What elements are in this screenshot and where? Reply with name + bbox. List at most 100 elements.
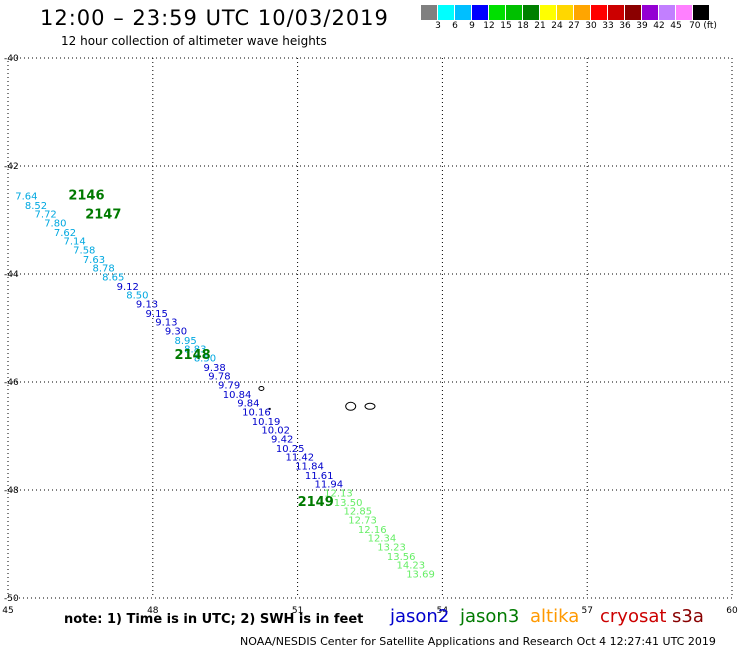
colorbar-swatch — [523, 5, 540, 20]
colorbar-label: 42 — [653, 21, 665, 31]
pass-number-label: 2146 — [68, 189, 104, 204]
colorbar-swatch — [557, 5, 574, 20]
longitude-tick-label: 51 — [292, 606, 303, 616]
wave-height-value: 9.38 — [203, 363, 225, 374]
colorbar-swatch — [489, 5, 506, 20]
colorbar-label: 21 — [534, 21, 546, 31]
colorbar-label: 12 — [483, 21, 495, 31]
latitude-tick-label: -46 — [4, 378, 19, 388]
wave-height-value: 7.62 — [54, 228, 76, 239]
colorbar-label: 36 — [619, 21, 631, 31]
island-shape — [258, 385, 265, 391]
colorbar-swatch — [659, 5, 676, 20]
colorbar-label: 39 — [636, 21, 648, 31]
island-shape — [345, 401, 357, 411]
latitude-tick-label: -40 — [4, 54, 19, 64]
legend-entry-jason2: jason2 — [390, 606, 450, 627]
wave-height-value: 7.80 — [44, 219, 66, 230]
wave-height-value: 9.13 — [136, 300, 158, 311]
wave-height-value: 12.13 — [324, 489, 353, 500]
wave-height-value: 9.12 — [117, 282, 139, 293]
legend-entry-cryosat: cryosat — [600, 606, 667, 627]
colorbar-swatch — [625, 5, 642, 20]
colorbar-swatch — [574, 5, 591, 20]
wave-height-value: 9.15 — [146, 309, 168, 320]
wave-height-value: 12.73 — [348, 516, 377, 527]
longitude-tick-label: 57 — [581, 606, 592, 616]
colorbar-swatch — [438, 5, 455, 20]
wave-height-value: 8.52 — [25, 201, 47, 212]
wave-height-value: 11.61 — [305, 471, 334, 482]
longitude-tick-label: 54 — [437, 606, 449, 616]
colorbar-label: 33 — [602, 21, 614, 31]
longitude-tick-label: 60 — [726, 606, 738, 616]
wave-height-value: 9.79 — [218, 381, 240, 392]
wave-height-value: 7.58 — [73, 246, 95, 257]
wave-height-value: 9.13 — [155, 318, 177, 329]
wave-height-value: 9.30 — [165, 327, 187, 338]
wave-height-value: 8.50 — [194, 354, 216, 365]
wave-height-value: 10.16 — [242, 408, 271, 419]
colorbar-swatch — [693, 5, 710, 20]
colorbar-label: 27 — [568, 21, 580, 31]
legend-entry-jason3: jason3 — [460, 606, 520, 627]
colorbar-swatch — [506, 5, 523, 20]
colorbar-swatch — [608, 5, 625, 20]
colorbar-swatch — [472, 5, 489, 20]
wave-height-value: 8.50 — [126, 291, 148, 302]
colorbar-label: 6 — [452, 21, 458, 31]
latitude-tick-label: -42 — [4, 162, 19, 172]
colorbar-label: 45 — [670, 21, 682, 31]
island-shape — [268, 407, 271, 410]
colorbar-label: 70 (ft) — [689, 21, 717, 31]
wave-height-value: 8.83 — [184, 345, 206, 356]
colorbar-labels: 3 6 9 12 15 18 21 24 27 30 33 36 39 42 45 70 (ft) — [421, 21, 740, 35]
credit-line: NOAA/NESDIS Center for Satellite Applica… — [240, 635, 716, 648]
colorbar-label: 18 — [517, 21, 529, 31]
wave-height-value: 9.84 — [237, 399, 259, 410]
wave-height-value: 11.94 — [314, 480, 343, 491]
wave-height-value: 8.95 — [175, 336, 197, 347]
colorbar-swatch — [676, 5, 693, 20]
wave-height-value: 11.84 — [295, 462, 324, 473]
latitude-tick-label: -44 — [4, 270, 19, 280]
wave-height-colorbar — [421, 5, 710, 20]
island-shape — [364, 402, 376, 410]
colorbar-swatch — [540, 5, 557, 20]
wave-height-value: 10.25 — [276, 444, 305, 455]
wave-height-value: 7.72 — [35, 210, 57, 221]
colorbar-label: 15 — [500, 21, 512, 31]
colorbar-swatch — [421, 5, 438, 20]
wave-height-value: 13.50 — [334, 498, 363, 509]
wave-height-value: 10.02 — [261, 426, 290, 437]
colorbar-label: 3 — [435, 21, 441, 31]
page-subtitle: 12 hour collection of altimeter wave hei… — [61, 34, 327, 48]
wave-height-value: 12.85 — [343, 507, 372, 518]
wave-height-value: 13.23 — [377, 543, 406, 554]
wave-height-value: 7.63 — [83, 255, 105, 266]
colorbar-label: 24 — [551, 21, 563, 31]
pass-number-label: 2149 — [298, 495, 334, 510]
wave-height-value: 8.78 — [92, 264, 114, 275]
legend-entry-altika: altika — [530, 606, 580, 627]
wave-height-value: 13.69 — [406, 570, 435, 581]
wave-height-value: 13.56 — [387, 552, 416, 563]
legend-entry-s3a: s3a — [672, 606, 704, 627]
pass-number-label: 2147 — [85, 208, 121, 223]
wave-height-value: 9.78 — [208, 372, 230, 383]
colorbar-swatch — [455, 5, 472, 20]
latitude-tick-label: -48 — [4, 486, 19, 496]
page-title: 12:00 – 23:59 UTC 10/03/2019 — [40, 6, 389, 30]
colorbar-label: 30 — [585, 21, 597, 31]
longitude-tick-label: 45 — [2, 606, 13, 616]
longitude-tick-label: 48 — [147, 606, 159, 616]
pass-number-label: 2148 — [175, 348, 211, 363]
wave-height-value: 14.23 — [397, 561, 426, 572]
colorbar-swatch — [591, 5, 608, 20]
footer-note: note: 1) Time is in UTC; 2) SWH is in fe… — [64, 612, 364, 627]
wave-height-value: 12.16 — [358, 525, 387, 536]
wave-height-value: 10.19 — [252, 417, 281, 428]
colorbar-label: 9 — [469, 21, 475, 31]
wave-height-value: 9.42 — [271, 435, 293, 446]
